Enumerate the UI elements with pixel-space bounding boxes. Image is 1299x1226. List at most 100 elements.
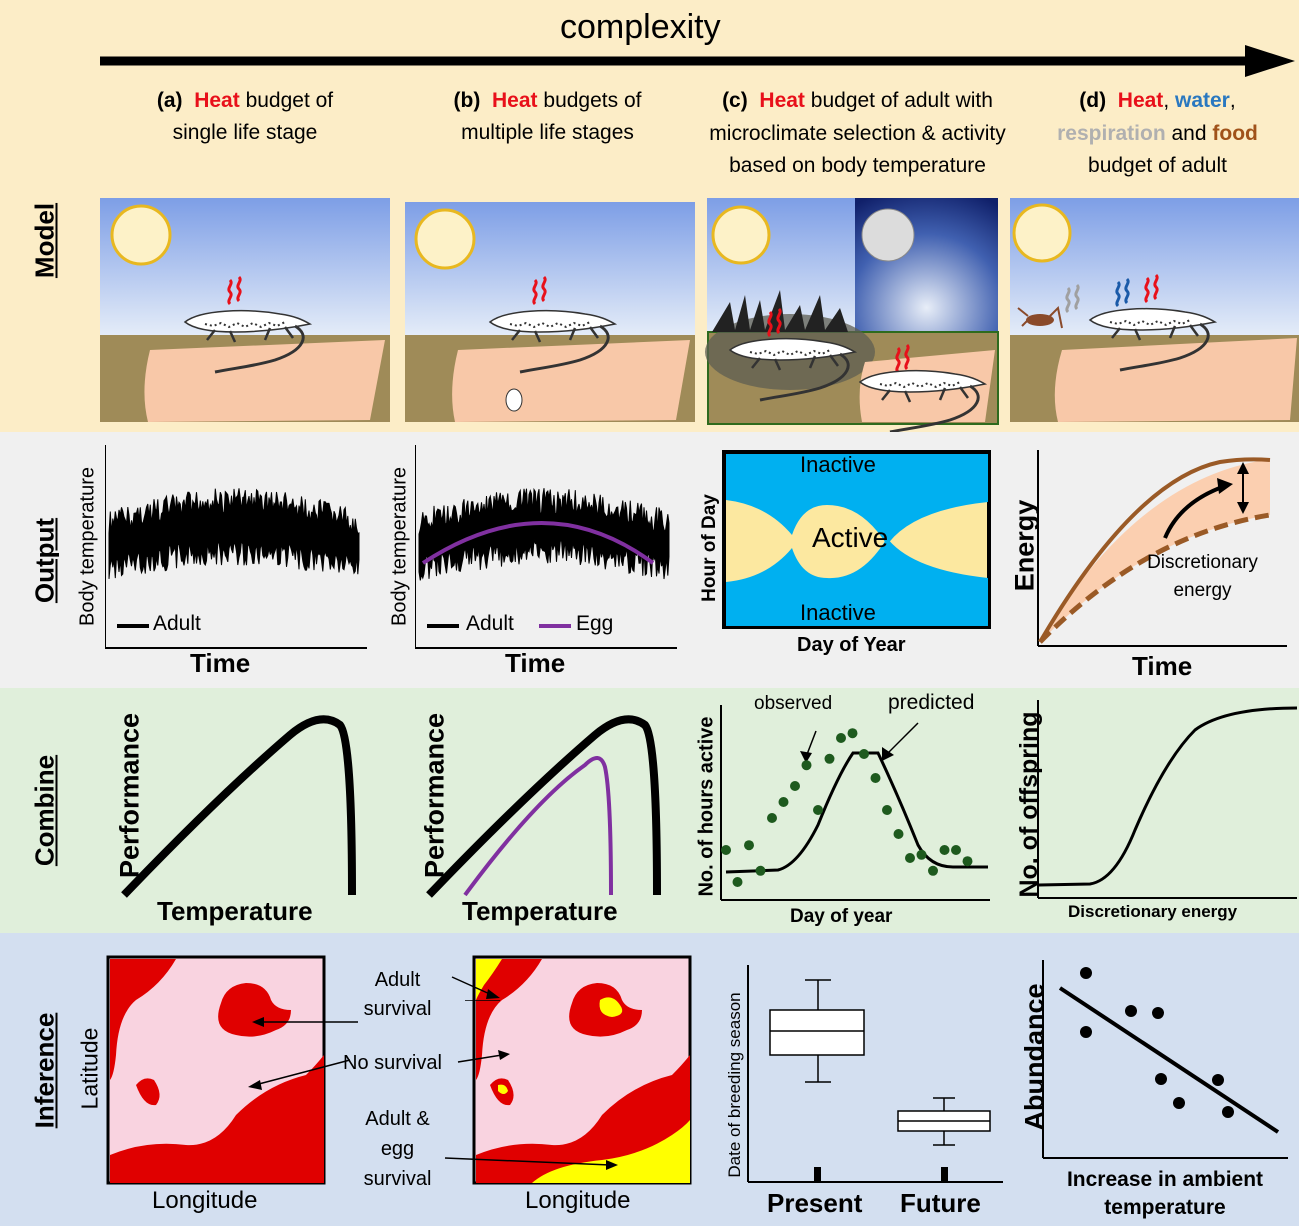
inference-c-ylabel: Date of breeding season [725,992,744,1178]
output-b-ylabel: Body temperature [388,467,411,626]
row-label-output: Output [29,517,60,604]
data-point [1125,1005,1137,1017]
survival-region [476,1055,690,1183]
inference-map-a [106,955,326,1185]
header-c: (c) Heat budget of adult with microclima… [709,89,1006,178]
output-d-xlabel: Time [1132,651,1193,681]
observed-point [836,733,846,743]
survival-region [476,959,542,1080]
complexity-label: complexity [560,8,721,46]
output-c-plot [722,450,991,629]
adult-temp-series [108,488,360,579]
header-b: (b) Heat budgets of multiple life stages [453,89,642,144]
inference-label-none: No survival [343,1052,442,1074]
output-c-label-top: Inactive [800,452,876,477]
performance-curve-adult [121,715,356,898]
trend-line [1058,986,1280,1134]
data-point [1080,1026,1092,1038]
offspring-curve [1038,706,1298,887]
inactive-region-bottom [726,538,988,626]
combine-b-xlabel: Temperature [462,896,618,926]
cricket-icon [1017,305,1063,329]
inference-a-ylabel: Latitude [76,1027,103,1110]
survival-region [218,983,291,1037]
header-d: (d) Heat, water, respiration and food bu… [1057,89,1258,178]
data-point [1155,1073,1167,1085]
egg-icon [505,388,523,412]
observed-point [905,853,915,863]
energy-lower-curve [1038,512,1271,644]
data-point [1173,1097,1185,1109]
observed-point [813,805,823,815]
inference-d-xlabel: Increase in ambient temperature [1066,1168,1264,1220]
observed-point [859,749,869,759]
output-a-legend-adult: Adult [153,612,201,635]
output-d-annotation: Discretionary energy [1147,552,1258,601]
observed-point [893,829,904,839]
observed-point [767,813,777,823]
combine-c-xlabel: Day of year [790,906,893,927]
complexity-arrow [100,45,1295,77]
observed-point [951,845,961,855]
sun-icon [110,204,172,266]
observed-point [962,856,973,867]
moon-icon [861,208,915,262]
model-panel-d [1010,198,1299,422]
discretionary-energy-area [1040,460,1270,642]
egg-temp-curve [421,521,655,565]
model-panels [100,198,1299,432]
inference-b-xlabel: Longitude [525,1187,631,1214]
combine-c-plot [720,705,990,901]
inference-arrows [248,1000,618,1170]
data-point [1222,1106,1234,1118]
inactive-region-top [726,454,988,545]
inference-label-egg: Adult & egg survival [363,1108,432,1190]
observed-point [916,849,927,860]
output-b-legend-adult: Adult [466,612,514,635]
sun-icon [414,208,476,270]
inference-c-plot [747,965,1003,1183]
model-panel-b [405,202,695,422]
egg-survival-region [476,959,502,1000]
data-point [1152,1007,1164,1019]
output-c-label-bottom: Inactive [800,600,876,625]
observed-point [755,865,766,876]
combine-a-plot [121,715,356,898]
observed-point [744,840,754,851]
egg-survival-region [532,1120,690,1183]
sun-icon [1012,203,1072,263]
inference-arrow-adult-b [451,976,500,999]
data-point [1080,967,1092,979]
output-b-xlabel: Time [505,648,566,678]
combine-c-predicted-label: predicted [888,691,975,714]
sun-icon [711,205,771,265]
data-point [1212,1074,1224,1086]
combine-d-plot [1037,700,1298,899]
observed-point [847,728,858,739]
egg-survival-region [498,1084,508,1094]
inference-label-adult: Adult survival [363,969,432,1020]
combine-b-plot [426,715,661,898]
boxplot-future [897,1097,991,1182]
combine-a-xlabel: Temperature [157,896,313,926]
observed-point [721,845,731,855]
observed-point [732,877,743,887]
output-a-ylabel: Body temperature [76,467,99,626]
observed-point [939,845,950,855]
output-d-plot [1037,450,1287,647]
row-label-combine: Combine [29,754,60,867]
survival-region [110,959,176,1080]
performance-curve-egg [463,756,613,897]
observed-point [882,805,892,815]
adult-temp-series [418,487,670,581]
survival-region [110,1055,324,1183]
energy-upper-curve [1038,457,1271,644]
output-a-xlabel: Time [190,648,251,678]
observed-point [870,773,881,783]
boxplot-present [769,979,865,1182]
combine-c-observed-label: observed [754,693,833,714]
egg-survival-region [599,997,623,1017]
observed-point [801,760,812,771]
output-c-ylabel: Hour of Day [699,494,720,602]
